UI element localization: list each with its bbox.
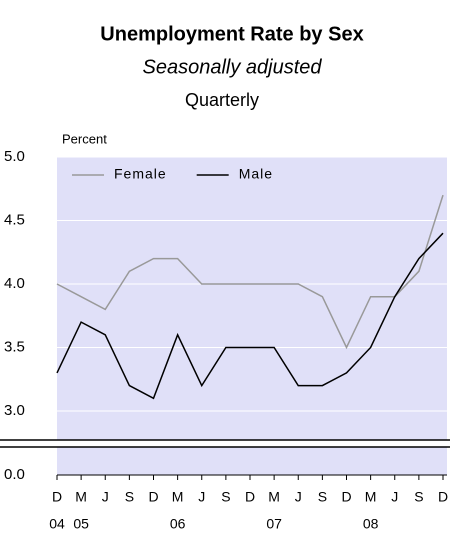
chart-subtitle: Seasonally adjusted — [142, 56, 322, 78]
chart-title: Unemployment Rate by Sex — [100, 23, 363, 45]
x-tick-label: J — [198, 489, 205, 505]
x-tick-label: M — [365, 489, 377, 505]
legend-label: Male — [239, 166, 273, 182]
frequency-label: Quarterly — [185, 90, 259, 110]
y-axis-label: Percent — [62, 131, 107, 146]
y-tick-label: 4.5 — [4, 211, 25, 228]
x-tick-label: S — [318, 489, 327, 505]
x-tick-label: S — [221, 489, 230, 505]
x-tick-label: M — [172, 489, 184, 505]
x-tick-label: M — [75, 489, 87, 505]
x-tick-label: D — [438, 489, 448, 505]
axis-break-gap — [0, 440, 450, 447]
x-tick-label: D — [245, 489, 255, 505]
x-tick-label: M — [268, 489, 280, 505]
x-tick-label: J — [102, 489, 109, 505]
x-year-label: 04 — [49, 516, 65, 532]
x-tick-label: J — [295, 489, 302, 505]
legend-label: Female — [114, 166, 167, 182]
x-tick-label: D — [148, 489, 158, 505]
x-year-label: 05 — [73, 516, 89, 532]
x-tick-label: D — [52, 489, 62, 505]
y-tick-label: 3.0 — [4, 402, 25, 419]
x-tick-label: D — [341, 489, 351, 505]
x-year-label: 07 — [266, 516, 282, 532]
y-tick-label: 0.0 — [4, 466, 25, 483]
y-tick-label: 4.0 — [4, 275, 25, 292]
data-line — [56, 194, 444, 350]
data-line — [56, 232, 444, 400]
y-tick-label: 5.0 — [4, 148, 25, 165]
plot-background — [57, 157, 447, 475]
x-year-label: 08 — [363, 516, 379, 532]
x-tick-label: S — [125, 489, 134, 505]
x-year-label: 06 — [170, 516, 186, 532]
x-tick-label: J — [391, 489, 398, 505]
x-tick-label: S — [414, 489, 423, 505]
y-tick-label: 3.5 — [4, 338, 25, 355]
